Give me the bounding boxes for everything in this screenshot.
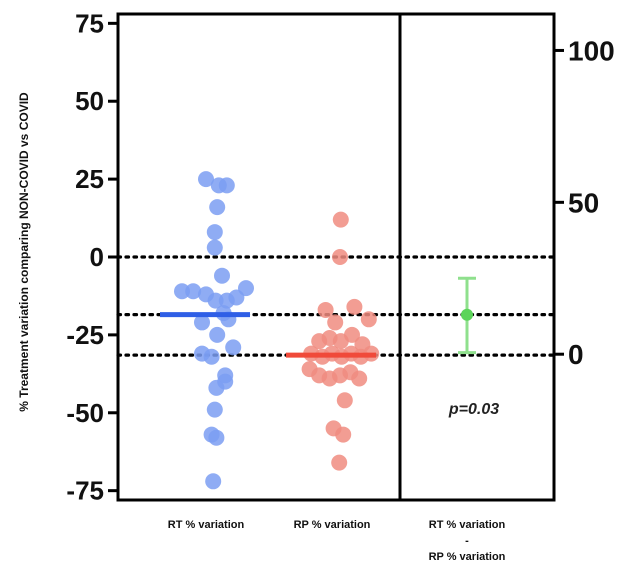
- left-tick-label: 25: [75, 164, 104, 194]
- data-point: [214, 267, 230, 284]
- data-point: [351, 370, 368, 387]
- category-label: RT % variation: [429, 519, 506, 531]
- data-point: [346, 298, 363, 315]
- data-point: [360, 311, 377, 328]
- data-point: [344, 326, 360, 343]
- p-value-annotation: p=0.03: [448, 401, 499, 418]
- category-label: RP % variation: [294, 519, 371, 531]
- y-axis-label: % Treatment variation comparing NON-COVI…: [17, 92, 31, 412]
- data-point: [185, 283, 202, 300]
- data-point: [225, 339, 242, 356]
- data-point: [194, 314, 210, 331]
- data-point: [327, 314, 344, 331]
- data-points: [174, 171, 380, 490]
- category-label: RT % variation: [168, 519, 245, 531]
- data-point: [206, 239, 223, 256]
- data-point: [336, 392, 353, 409]
- category-label: -: [465, 535, 469, 547]
- data-point: [198, 171, 214, 188]
- left-tick-label: 50: [75, 86, 104, 116]
- data-point: [332, 249, 348, 265]
- data-point: [218, 177, 235, 194]
- data-point: [205, 473, 222, 490]
- right-axis-ticks: 100 50 0: [554, 35, 615, 370]
- data-point: [206, 224, 223, 241]
- mean-bars: [160, 312, 376, 358]
- data-point: [206, 401, 223, 418]
- difference-point: [461, 308, 473, 321]
- right-tick-label: 100: [568, 35, 615, 66]
- left-axis-ticks: 75 50 25 0 -25 -50 -75: [66, 8, 118, 506]
- left-tick-label: -75: [66, 476, 104, 506]
- category-labels: RT % variation RP % variation RT % variati…: [168, 519, 506, 563]
- left-tick-label: -25: [66, 320, 104, 350]
- data-point: [207, 292, 224, 309]
- data-point: [209, 326, 226, 343]
- data-point: [209, 199, 226, 216]
- data-point: [332, 211, 349, 228]
- data-point: [208, 429, 225, 446]
- data-point: [238, 280, 254, 297]
- data-point: [335, 426, 352, 443]
- right-tick-label: 50: [568, 187, 599, 218]
- data-point: [174, 283, 190, 300]
- left-tick-label: 0: [90, 242, 104, 272]
- data-point: [317, 301, 334, 318]
- right-tick-label: 0: [568, 339, 584, 370]
- difference-estimate: [458, 276, 476, 355]
- data-point: [331, 454, 348, 471]
- left-tick-label: 75: [75, 8, 104, 38]
- data-point: [217, 373, 234, 390]
- data-point: [203, 348, 220, 365]
- category-label: RP % variation: [429, 551, 506, 563]
- left-tick-label: -50: [66, 398, 104, 428]
